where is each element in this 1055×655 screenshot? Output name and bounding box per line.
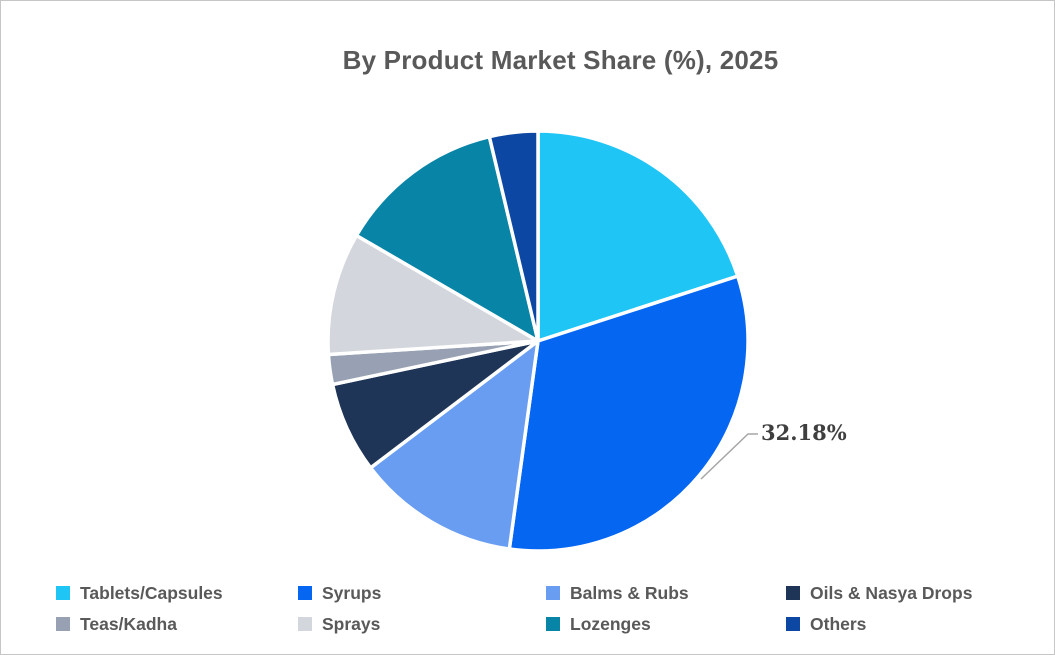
legend-swatch-tablets-capsules bbox=[56, 586, 70, 600]
legend-item-teas-kadha: Teas/Kadha bbox=[56, 613, 298, 635]
pie-slice-lozenges bbox=[354, 134, 540, 343]
legend-item-syrups: Syrups bbox=[298, 582, 546, 604]
pie-slice-balms-rubs bbox=[368, 339, 540, 551]
legend-swatch-balms-rubs bbox=[546, 586, 560, 600]
legend-label-syrups: Syrups bbox=[322, 582, 382, 603]
pie-slice-syrups bbox=[507, 274, 750, 553]
legend-swatch-teas-kadha bbox=[56, 617, 70, 631]
pie-slice-sprays bbox=[326, 233, 540, 357]
legend-swatch-syrups bbox=[298, 586, 312, 600]
legend-label-sprays: Sprays bbox=[322, 613, 381, 634]
legend-item-sprays: Sprays bbox=[298, 613, 546, 635]
pie-slice-tablets-capsules bbox=[536, 129, 740, 343]
legend-swatch-oils-nasya-drops bbox=[786, 586, 800, 600]
legend-label-teas-kadha: Teas/Kadha bbox=[80, 613, 177, 634]
legend-item-oils-nasya-drops: Oils & Nasya Drops bbox=[786, 582, 1054, 604]
legend-label-oils-nasya-drops: Oils & Nasya Drops bbox=[810, 582, 973, 603]
legend-label-lozenges: Lozenges bbox=[570, 613, 651, 634]
legend-item-tablets-capsules: Tablets/Capsules bbox=[56, 582, 298, 604]
legend-label-tablets-capsules: Tablets/Capsules bbox=[80, 582, 223, 603]
legend-item-others: Others bbox=[786, 613, 1054, 635]
legend-swatch-others bbox=[786, 617, 800, 631]
legend-item-balms-rubs: Balms & Rubs bbox=[546, 582, 786, 604]
legend-label-others: Others bbox=[810, 613, 867, 634]
legend-label-balms-rubs: Balms & Rubs bbox=[570, 582, 689, 603]
callout-leader-line bbox=[700, 433, 758, 480]
legend-swatch-lozenges bbox=[546, 617, 560, 631]
legend-item-lozenges: Lozenges bbox=[546, 613, 786, 635]
legend: Tablets/Capsules Syrups Balms & Rubs Oil… bbox=[1, 582, 1054, 635]
pie-slice-others bbox=[487, 129, 540, 343]
legend-swatch-sprays bbox=[298, 617, 312, 631]
chart-title: By Product Market Share (%), 2025 bbox=[342, 45, 779, 75]
data-label-syrups: 32.18% bbox=[761, 420, 847, 445]
